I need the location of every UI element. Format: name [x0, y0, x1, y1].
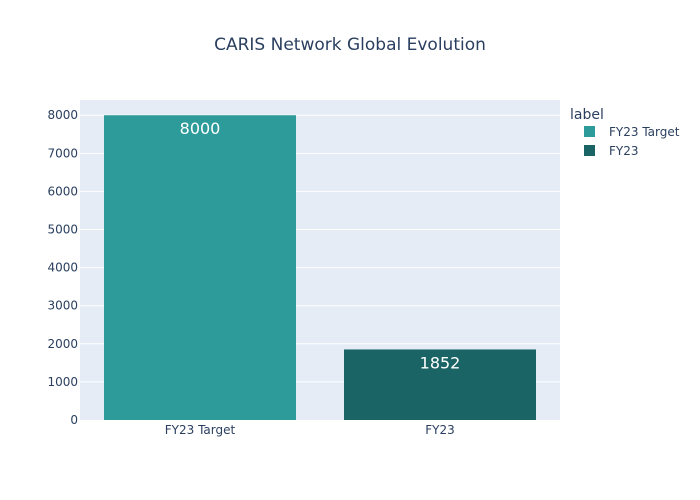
y-tick-label: 1000: [47, 375, 78, 389]
bar-value-label: 8000: [180, 119, 221, 138]
bars: 8000 1852: [104, 115, 536, 420]
legend-label: FY23: [609, 144, 639, 158]
legend-swatch: [584, 145, 595, 156]
bar[interactable]: [344, 349, 536, 420]
y-tick-label: 0: [70, 413, 78, 427]
y-axis: 0 1000 2000 3000 4000 5000 6000 7000 8000: [47, 108, 78, 427]
legend-swatch: [584, 126, 595, 137]
y-tick-label: 8000: [47, 108, 78, 122]
legend-item[interactable]: FY23: [584, 144, 639, 158]
legend-item[interactable]: FY23 Target: [584, 125, 680, 139]
y-tick-label: 7000: [47, 146, 78, 160]
bar[interactable]: [104, 115, 296, 420]
x-tick-label: FY23 Target: [165, 423, 236, 437]
legend-label: FY23 Target: [609, 125, 680, 139]
chart-title: CARIS Network Global Evolution: [214, 35, 486, 55]
x-axis: FY23 Target FY23: [165, 423, 455, 437]
y-tick-label: 2000: [47, 337, 78, 351]
legend-title: label: [570, 107, 604, 123]
y-tick-label: 3000: [47, 299, 78, 313]
x-tick-label: FY23: [425, 423, 455, 437]
y-tick-label: 6000: [47, 184, 78, 198]
y-tick-label: 4000: [47, 261, 78, 275]
y-tick-label: 5000: [47, 223, 78, 237]
bar-value-label: 1852: [420, 353, 461, 372]
legend[interactable]: label FY23 Target FY23: [570, 107, 680, 158]
